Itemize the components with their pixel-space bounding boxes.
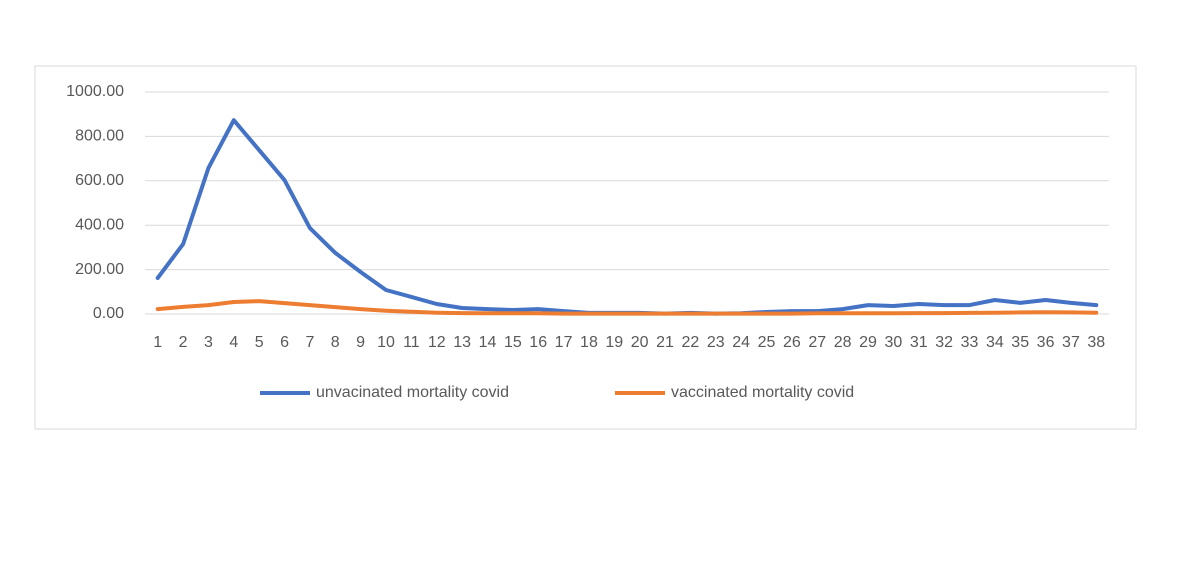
x-tick-label: 31 — [910, 334, 928, 351]
x-tick-label: 11 — [403, 334, 420, 351]
x-tick-label: 24 — [732, 334, 750, 351]
y-tick-label: 200.00 — [75, 261, 124, 278]
x-tick-label: 23 — [707, 334, 725, 351]
x-tick-label: 17 — [555, 334, 573, 351]
x-tick-label: 38 — [1087, 334, 1105, 351]
y-tick-label: 1000.00 — [66, 83, 124, 100]
x-tick-label: 29 — [859, 334, 877, 351]
x-tick-label: 15 — [504, 334, 522, 351]
x-tick-label: 33 — [961, 334, 979, 351]
x-tick-label: 22 — [682, 334, 700, 351]
y-tick-label: 600.00 — [75, 172, 124, 189]
x-tick-label: 37 — [1062, 334, 1080, 351]
chart-frame — [34, 65, 1137, 430]
x-tick-label: 10 — [377, 334, 395, 351]
x-tick-label: 25 — [758, 334, 776, 351]
y-tick-label: 800.00 — [75, 128, 124, 145]
x-tick-label: 30 — [884, 334, 902, 351]
x-tick-label: 3 — [204, 334, 213, 351]
y-tick-label: 0.00 — [93, 305, 124, 322]
x-tick-label: 34 — [986, 334, 1004, 351]
x-tick-label: 20 — [631, 334, 649, 351]
x-tick-label: 8 — [331, 334, 340, 351]
x-tick-label: 9 — [356, 334, 365, 351]
x-tick-label: 36 — [1037, 334, 1055, 351]
x-tick-label: 35 — [1011, 334, 1029, 351]
x-tick-label: 28 — [834, 334, 852, 351]
x-tick-label: 32 — [935, 334, 953, 351]
x-tick-label: 5 — [255, 334, 264, 351]
y-tick-label: 400.00 — [75, 216, 124, 233]
legend-label: vaccinated mortality covid — [671, 384, 854, 401]
x-tick-label: 18 — [580, 334, 598, 351]
x-tick-label: 12 — [428, 334, 446, 351]
x-tick-label: 2 — [179, 334, 188, 351]
x-tick-label: 21 — [656, 334, 674, 351]
x-tick-label: 6 — [280, 334, 289, 351]
x-tick-label: 26 — [783, 334, 801, 351]
x-tick-label: 7 — [305, 334, 314, 351]
x-tick-label: 27 — [808, 334, 826, 351]
x-tick-label: 16 — [529, 334, 547, 351]
x-tick-label: 14 — [479, 334, 497, 351]
x-tick-label: 19 — [605, 334, 623, 351]
legend-label: unvacinated mortality covid — [316, 384, 509, 401]
x-tick-label: 13 — [453, 334, 471, 351]
x-tick-label: 4 — [229, 334, 238, 351]
series-line — [155, 299, 1099, 316]
x-tick-label: 1 — [153, 334, 162, 351]
